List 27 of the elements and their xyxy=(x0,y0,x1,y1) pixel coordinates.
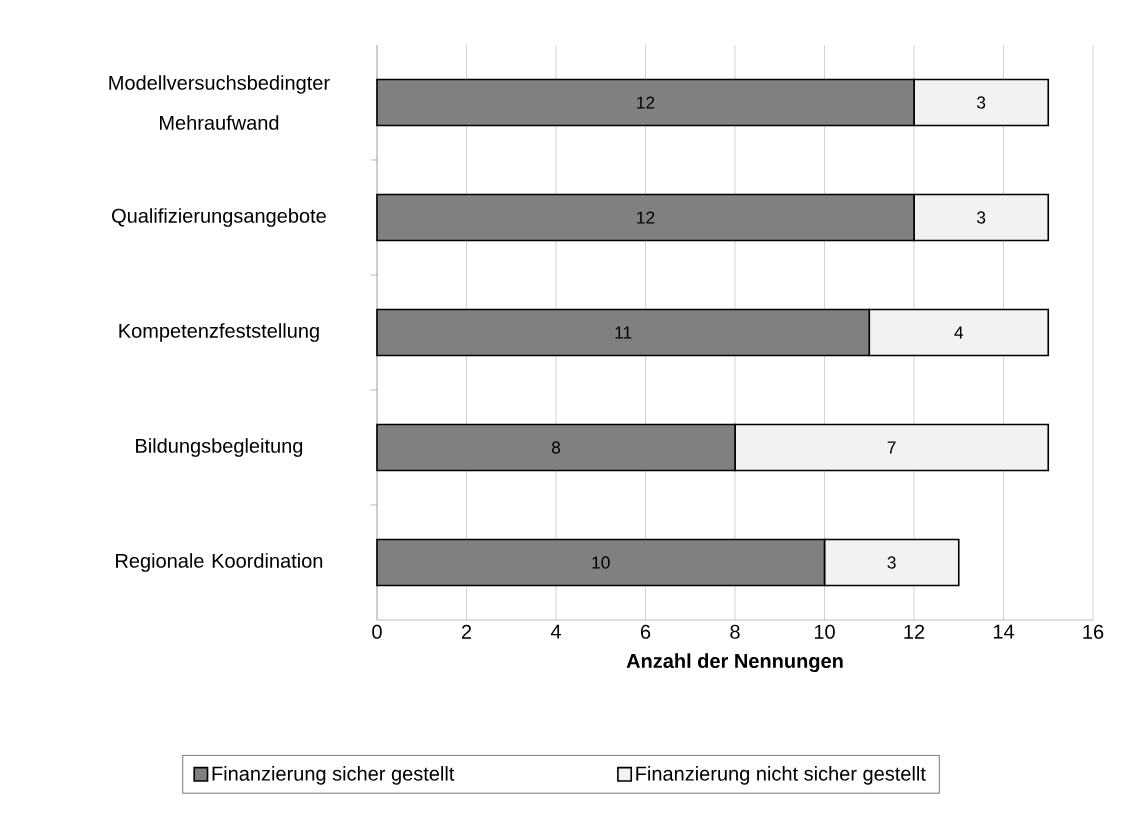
data-label: 4 xyxy=(954,326,964,339)
data-label: 12 xyxy=(637,96,655,109)
data-label: 10 xyxy=(592,556,610,569)
y-tick-label: Regionale Koordination xyxy=(116,553,323,572)
data-label: 8 xyxy=(551,441,561,454)
x-tick-label: 12 xyxy=(904,624,925,639)
data-label: 3 xyxy=(976,96,986,109)
x-tick-label: 2 xyxy=(461,624,472,639)
y-tick-label: Qualifizierungsangebote xyxy=(112,208,326,227)
x-tick-label: 0 xyxy=(372,624,382,639)
data-label: 7 xyxy=(887,441,896,454)
legend-label: Finanzierung sicher gestellt xyxy=(212,766,455,785)
x-tick-label: 10 xyxy=(814,624,835,639)
y-tick-label: Modellversuchsbedingter Mehraufwand xyxy=(109,75,330,130)
data-label: 12 xyxy=(637,211,655,224)
legend-label: Finanzierung nicht sicher gestellt xyxy=(636,766,926,785)
y-tick-label: Kompetenzfeststellung xyxy=(119,323,319,342)
x-axis-title: Anzahl der Nennungen xyxy=(626,653,843,673)
x-tick-label: 16 xyxy=(1083,624,1104,639)
x-tick-label: 6 xyxy=(640,624,651,639)
x-tick-label: 14 xyxy=(993,624,1015,639)
y-tick-label: Bildungsbegleitung xyxy=(136,438,303,457)
x-tick-label: 4 xyxy=(550,624,561,639)
data-label: 11 xyxy=(615,326,632,339)
data-label: 3 xyxy=(887,556,896,569)
data-label: 3 xyxy=(976,211,986,224)
x-tick-label: 8 xyxy=(730,624,740,639)
